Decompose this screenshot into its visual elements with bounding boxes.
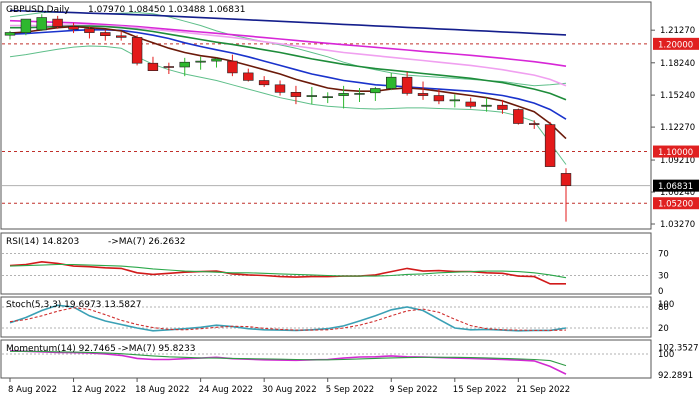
moving-average-navy: [9, 9, 567, 36]
candle-body: [195, 60, 206, 63]
momentum-line: [9, 349, 567, 375]
candle-body: [179, 61, 190, 68]
rsi-ma-line: [9, 263, 567, 279]
momentum-axis-label: 100: [658, 350, 674, 360]
candle-body: [243, 72, 254, 81]
momentum-plot-layer: [2, 349, 650, 375]
candle-body: [290, 92, 302, 97]
candle-body: [227, 60, 238, 74]
main-price-panel[interactable]: [0, 1, 652, 230]
reference-price-tag: [653, 37, 699, 50]
reference-price-tag: [653, 197, 699, 210]
rsi-label: RSI(14) 14.8203: [6, 237, 79, 247]
candle-body: [513, 109, 524, 124]
candle-body: [449, 99, 460, 102]
candle-body: [338, 93, 349, 96]
momentum-label: Momentum(14) 92.7465: [6, 344, 116, 354]
candle-body: [68, 26, 79, 30]
candle-body: [211, 58, 222, 62]
date-axis-label: 15 Sep 2022: [453, 385, 507, 395]
candle-body: [560, 173, 572, 186]
moving-average-green: [10, 25, 567, 101]
candle-body: [528, 123, 540, 125]
reference-price-tag-label: 1.05200: [658, 200, 693, 210]
symbol-label: GBPUSD,Daily: [6, 5, 70, 15]
ohlc-label: 1.07970 1.08450 1.03488 1.06831: [88, 5, 245, 15]
candle-body: [481, 104, 492, 107]
rsi-plot-layer: [2, 253, 650, 285]
candle-body: [465, 101, 476, 107]
price-axis-label: 1.12270: [660, 123, 695, 133]
rsi-ma-label: ->MA(7) 26.2632: [108, 237, 186, 247]
reference-price-tag-label: 1.20000: [658, 40, 693, 50]
stoch-axis-label: 100: [658, 300, 674, 310]
date-axis-label: 5 Sep 2022: [326, 385, 374, 395]
reference-price-tag: [653, 145, 699, 158]
candle-body: [84, 28, 95, 33]
candle-body: [370, 88, 381, 94]
stoch-label: Stoch(5,3,3) 19.6973 13.5827: [6, 300, 141, 310]
candle-body: [322, 96, 333, 98]
candle-body: [401, 76, 413, 94]
stoch-axis-label: 20: [658, 324, 669, 334]
rsi-axis-label: 0: [658, 287, 663, 297]
price-axis-label: 1.03270: [660, 220, 695, 230]
momentum-axis-label: 92.2891: [658, 371, 693, 381]
current-price-tag: [653, 179, 699, 192]
candle-body: [433, 95, 445, 102]
rsi-panel[interactable]: [0, 232, 652, 295]
date-axis-label: 18 Aug 2022: [135, 385, 189, 395]
price-axis-label: 1.21270: [660, 26, 695, 36]
date-axis-label: 21 Sep 2022: [516, 385, 570, 395]
candle-body: [274, 84, 286, 93]
date-axis-label: 24 Aug 2022: [199, 385, 253, 395]
price-axis-label: 1.09210: [660, 156, 695, 166]
candle-body: [147, 62, 159, 72]
moving-average-brown: [9, 25, 567, 140]
moving-average-blue: [9, 28, 567, 120]
rsi-axis-label: 70: [658, 250, 669, 260]
bollinger-lower-line: [9, 45, 567, 165]
candle-body: [100, 32, 111, 37]
reference-price-tag-label: 1.10000: [658, 148, 693, 158]
price-axis-label: 1.06240: [660, 188, 695, 198]
price-axis-label: 1.18240: [660, 59, 695, 69]
date-axis-label: 8 Aug 2022: [8, 385, 57, 395]
candle-body: [306, 95, 317, 97]
price-axis-label: 1.15240: [660, 91, 695, 101]
candle-body: [131, 37, 143, 64]
momentum-ma-line: [10, 350, 567, 367]
candle-body: [354, 93, 365, 95]
candle-body: [4, 32, 16, 36]
candle-body: [36, 17, 47, 31]
stoch-signal-line: [9, 307, 567, 331]
current-price-tag-label: 1.06831: [658, 182, 693, 192]
stoch-axis-label: 80: [658, 303, 669, 313]
momentum-ma-label: ->MA(7) 95.8233: [118, 344, 196, 354]
moving-average-magenta: [9, 19, 567, 67]
stoch-plot-layer: [2, 304, 650, 332]
candle-body: [385, 76, 397, 89]
rsi-axis-label: 30: [658, 272, 669, 282]
candle-body: [163, 66, 174, 68]
candle-body: [20, 18, 32, 33]
candle-body: [52, 18, 63, 27]
candle-body: [497, 104, 508, 110]
main-plot-layer: [2, 9, 650, 222]
momentum-axis-label: 102.3527: [658, 344, 699, 354]
candle-body: [258, 80, 270, 86]
candle-body: [116, 35, 127, 38]
date-axis-label: 9 Sep 2022: [389, 385, 437, 395]
date-axis-label: 30 Aug 2022: [262, 385, 316, 395]
axis-labels-layer: 1.21270 1.18240 1.15240 1.12270 1.09210 1.062…: [8, 26, 699, 395]
date-axis-label: 12 Aug 2022: [72, 385, 126, 395]
candle-body: [544, 124, 556, 167]
candle-body: [417, 93, 429, 96]
